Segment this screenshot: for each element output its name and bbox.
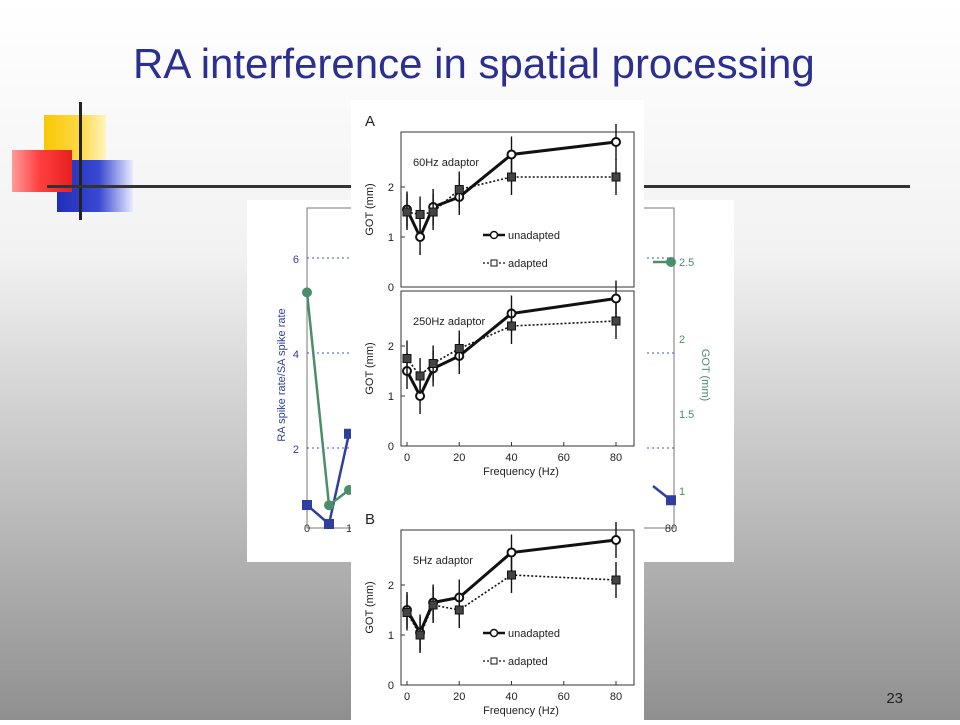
series-line-unadapted	[405, 140, 617, 241]
panel-caption: 60Hz adaptor	[413, 157, 479, 169]
marker-adapted	[507, 321, 516, 331]
marker-adapted	[428, 600, 438, 610]
panel-caption: 250Hz adaptor	[413, 316, 485, 328]
ytick-label: 0	[388, 282, 394, 294]
marker-adapted	[454, 605, 464, 615]
x-axis-label: Frequency (Hz)	[483, 466, 559, 478]
ytick-label: 1	[388, 391, 394, 403]
back-ytick-4: 4	[293, 349, 299, 361]
panel-a-bottom: 0 1 2 GOT (mm) 250Hz adaptor 0 20 40 60 80 Frequen…	[364, 280, 635, 478]
back-xtick-1: 1	[346, 523, 352, 535]
back-xtick-80: 80	[665, 523, 677, 535]
legend-marker-adapted	[490, 657, 498, 665]
y-axis-label: GOT (mm)	[364, 581, 376, 633]
series-line-adapted	[406, 176, 616, 216]
xtick-label: 20	[453, 691, 465, 703]
y-axis-label: GOT (mm)	[364, 342, 376, 394]
legend-marker-adapted	[490, 259, 498, 267]
xtick-label: 60	[558, 691, 570, 703]
legend-label-unadapted: unadapted	[508, 230, 560, 242]
back-ylabel-left: RA spike rate/SA spike rate	[276, 308, 288, 441]
ytick-label: 2	[388, 580, 394, 592]
marker-adapted	[428, 207, 438, 217]
marker-adapted	[454, 344, 464, 353]
back-series-marker	[344, 428, 354, 439]
legend-label-adapted: adapted	[508, 656, 548, 668]
slide-number: 23	[886, 690, 903, 707]
marker-adapted	[428, 359, 438, 368]
marker-adapted	[611, 172, 621, 182]
marker-unadapted	[611, 535, 621, 545]
xtick-label: 20	[453, 452, 465, 464]
back-series-line	[305, 292, 350, 508]
marker-unadapted	[415, 232, 426, 242]
ytick-label: 1	[388, 232, 394, 244]
xtick-label: 60	[558, 452, 570, 464]
xtick-label: 0	[404, 691, 410, 703]
ytick-label: 2	[388, 341, 394, 353]
plot-frame	[400, 529, 635, 686]
xtick-label: 80	[610, 691, 622, 703]
ytick-label: 0	[388, 441, 394, 453]
panel-letter: A	[365, 113, 375, 130]
back-series-marker	[666, 257, 676, 267]
legend-label-unadapted: unadapted	[508, 628, 560, 640]
panel-b: 0 1 2 GOT (mm) 5Hz adaptor B 0 20 40 60 80 Frequenc…	[364, 511, 635, 717]
marker-unadapted	[611, 137, 621, 147]
back-rtick-2: 2	[679, 334, 685, 346]
xtick-label: 80	[610, 452, 622, 464]
y-axis-label: GOT (mm)	[364, 183, 376, 235]
ytick-label: 0	[388, 680, 394, 692]
xtick-label: 40	[505, 691, 517, 703]
xtick-label: 40	[505, 452, 517, 464]
legend-label-adapted: adapted	[508, 258, 548, 270]
x-axis-label: Frequency (Hz)	[483, 705, 559, 717]
series-line-adapted	[406, 320, 617, 378]
back-rtick-1.5: 1.5	[679, 409, 694, 421]
marker-adapted	[507, 570, 516, 580]
plot-frame	[400, 131, 635, 288]
panel-letter: B	[365, 511, 375, 528]
back-series-marker	[666, 495, 676, 506]
marker-adapted	[402, 207, 412, 217]
back-series-line	[306, 433, 351, 527]
marker-adapted	[454, 185, 464, 194]
panel-caption: 5Hz adaptor	[413, 555, 473, 567]
xtick-label: 0	[404, 452, 410, 464]
marker-adapted	[611, 575, 621, 585]
slide-title: RA interference in spatial processing	[133, 40, 815, 87]
plot-frame	[400, 290, 635, 447]
back-ytick-6: 6	[293, 254, 299, 266]
marker-adapted	[415, 210, 425, 219]
marker-adapted	[402, 354, 412, 363]
back-rtick-1: 1	[679, 486, 685, 498]
ytick-label: 1	[388, 630, 394, 642]
marker-unadapted	[506, 547, 517, 558]
back-series-group	[302, 257, 676, 529]
marker-unadapted	[611, 293, 621, 304]
ytick-label: 2	[388, 182, 394, 194]
back-series-marker	[302, 287, 312, 298]
legend-marker-unadapted	[489, 628, 499, 638]
marker-adapted	[402, 608, 412, 617]
back-ylabel-right: GOT (mm)	[699, 349, 711, 401]
back-xtick-0: 0	[304, 523, 310, 535]
legend-marker-unadapted	[489, 230, 499, 240]
back-rtick-2.5: 2.5	[679, 257, 694, 269]
back-ytick-2: 2	[293, 444, 299, 456]
back-series-marker	[324, 500, 334, 511]
back-series-marker	[302, 500, 312, 510]
marker-adapted	[507, 172, 516, 182]
logo-vertical-line	[79, 102, 82, 220]
marker-adapted	[415, 630, 425, 640]
back-series-marker	[324, 519, 334, 529]
marker-adapted	[415, 371, 425, 381]
marker-unadapted	[506, 149, 517, 160]
marker-adapted	[611, 316, 621, 326]
